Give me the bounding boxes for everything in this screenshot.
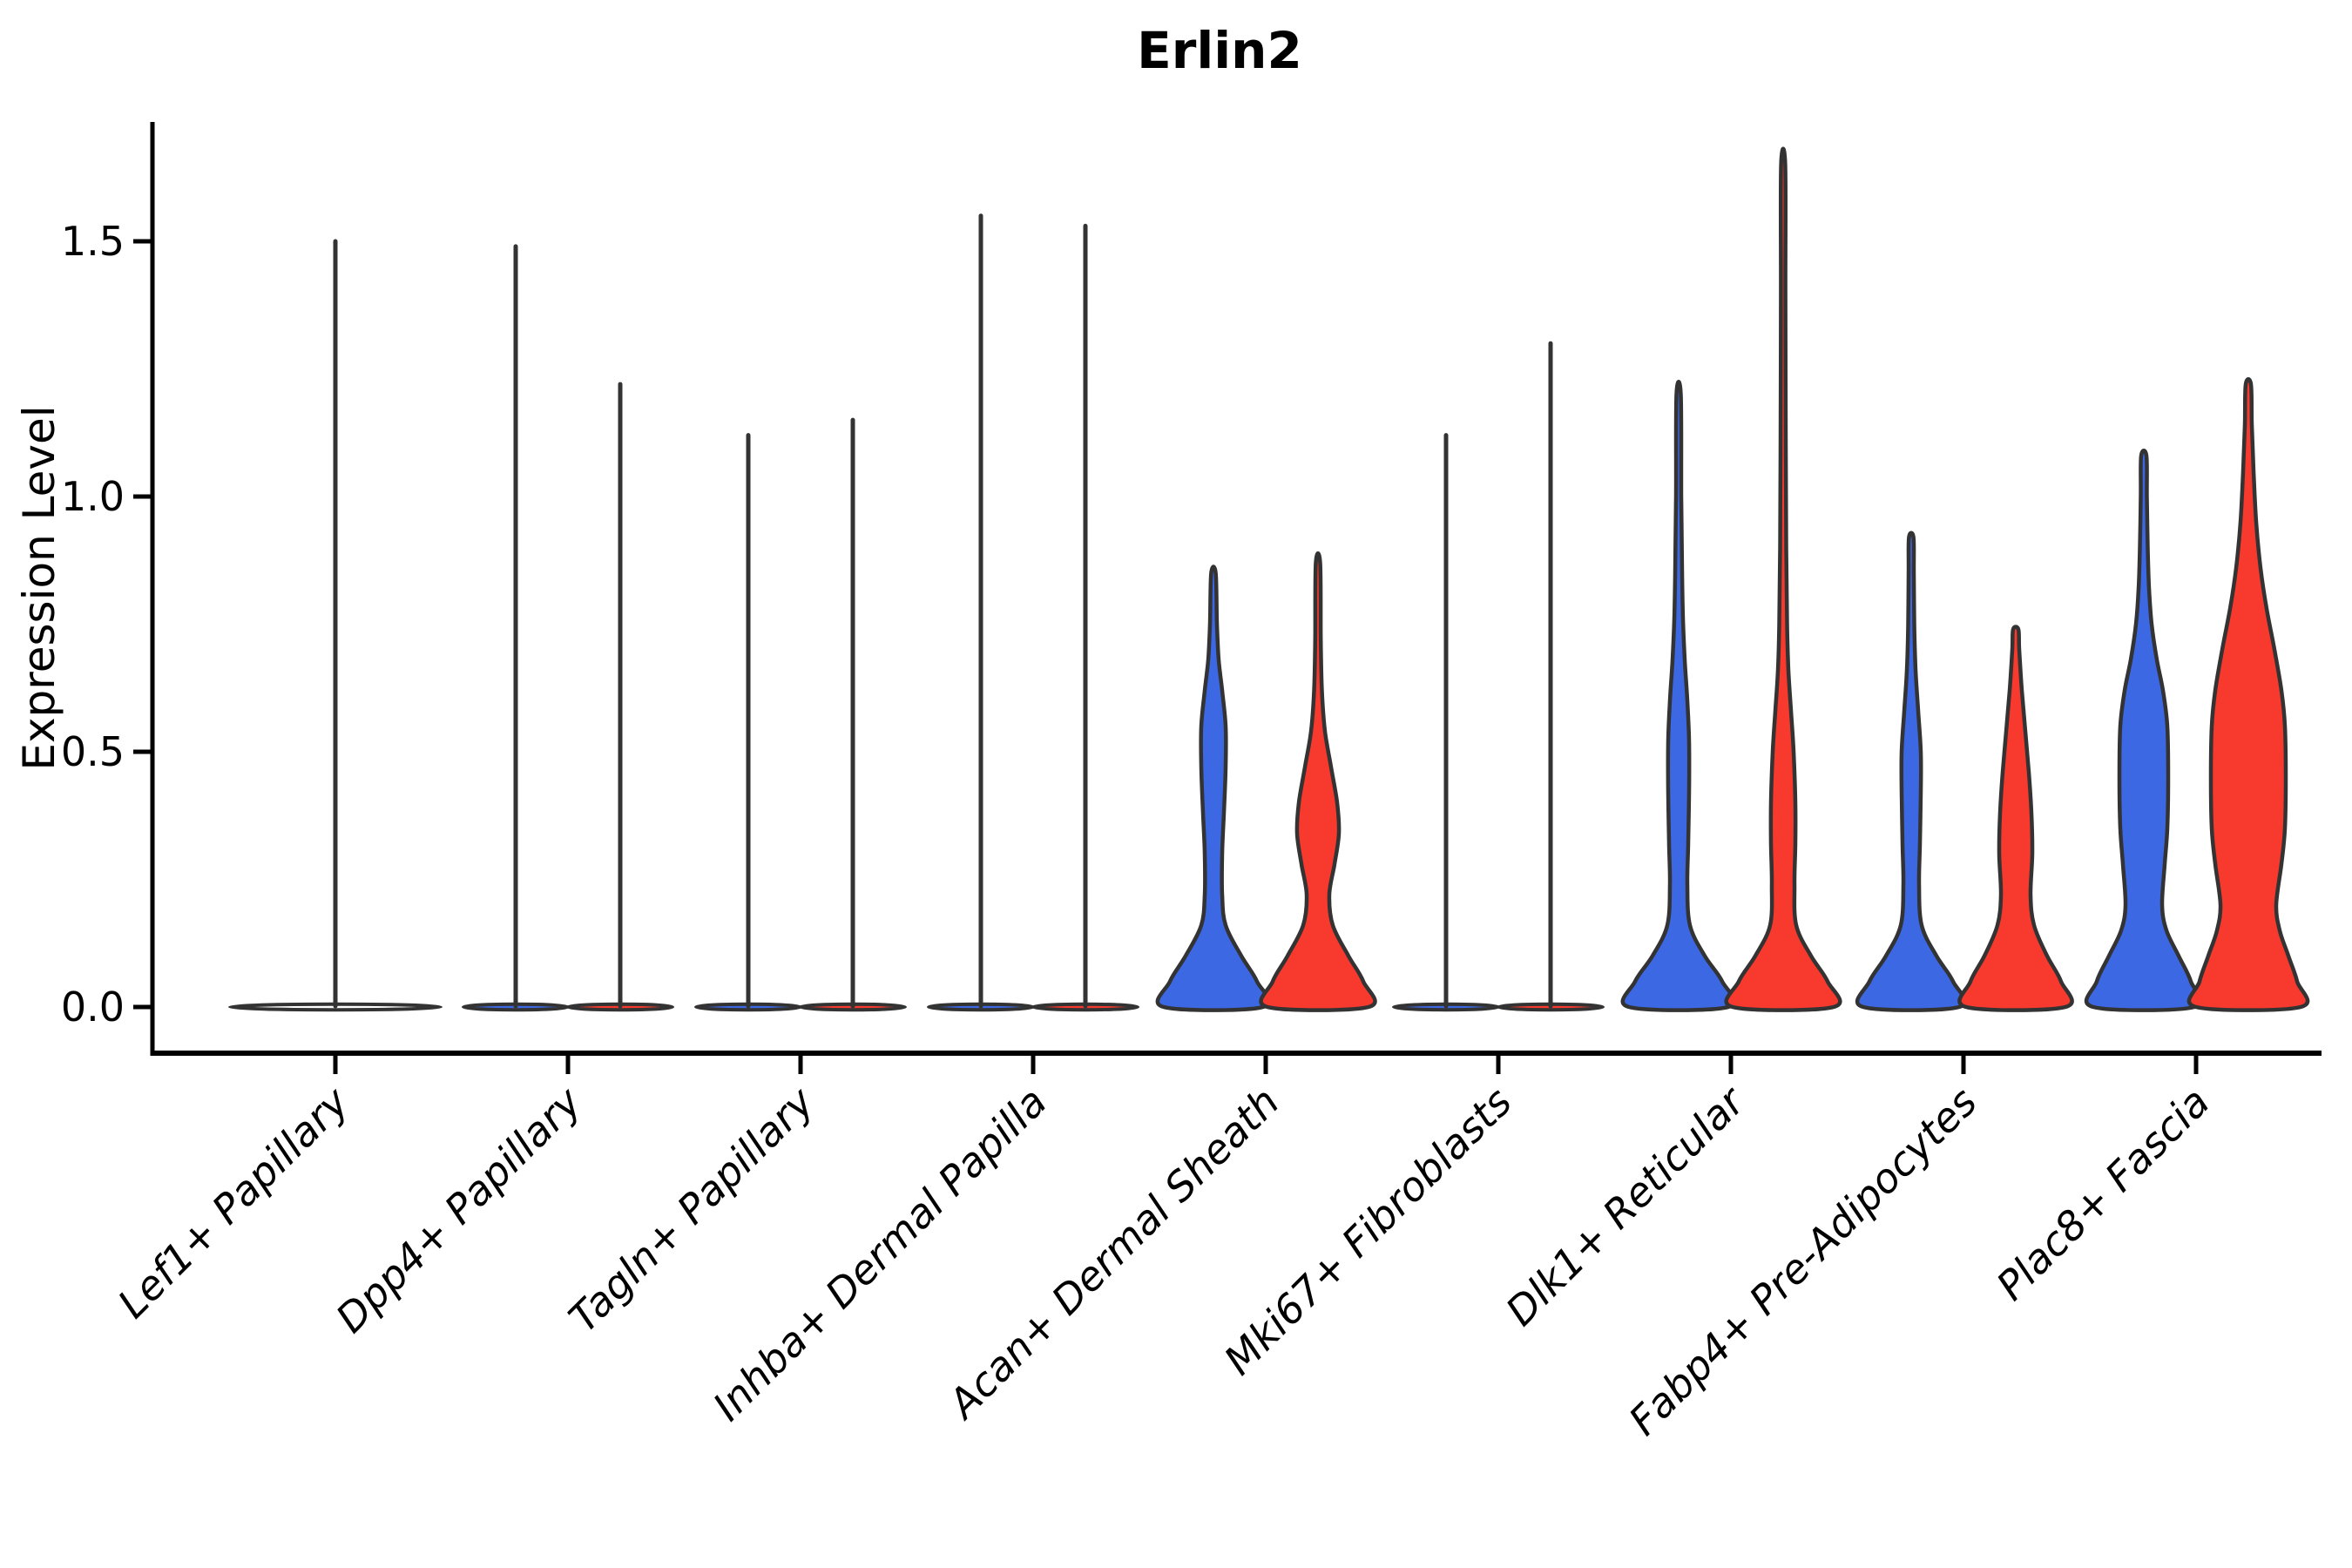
y-tick-label-1-5: 1.5 [61,218,125,265]
violin-plac8-blue [2085,449,2203,1012]
x-tick-label-6: Dlk1+ Reticular [1497,1076,1755,1335]
x-tick-label-2: Tagln+ Papillary [559,1078,823,1342]
x-tick-label-1: Dpp4+ Papillary [327,1078,591,1342]
violin-plac8-red [2186,377,2310,1012]
violin-acan-red [1259,551,1377,1012]
y-tick-label-1: 1.0 [61,473,125,520]
violin-dlk1-blue [1620,379,1737,1012]
x-tick-label-8: Plac8+ Fascia [1987,1078,2218,1309]
y-tick-marks [133,239,152,1010]
violin-acan-blue [1155,564,1272,1012]
x-tick-label-0: Lef1+ Papillary [109,1078,358,1327]
y-tick-label-0: 0.0 [61,983,125,1031]
y-tick-label-0-5: 0.5 [61,728,125,775]
y-axis-label: Expression Level [14,405,64,770]
x-tick-marks [333,1053,2199,1074]
plot-title: Erlin2 [1137,21,1302,80]
violin-fabp4-red [1957,625,2074,1012]
violin-dlk1-red [1724,146,1842,1012]
violin-fabp4-blue [1855,531,1968,1012]
violins-layer [228,146,2310,1012]
